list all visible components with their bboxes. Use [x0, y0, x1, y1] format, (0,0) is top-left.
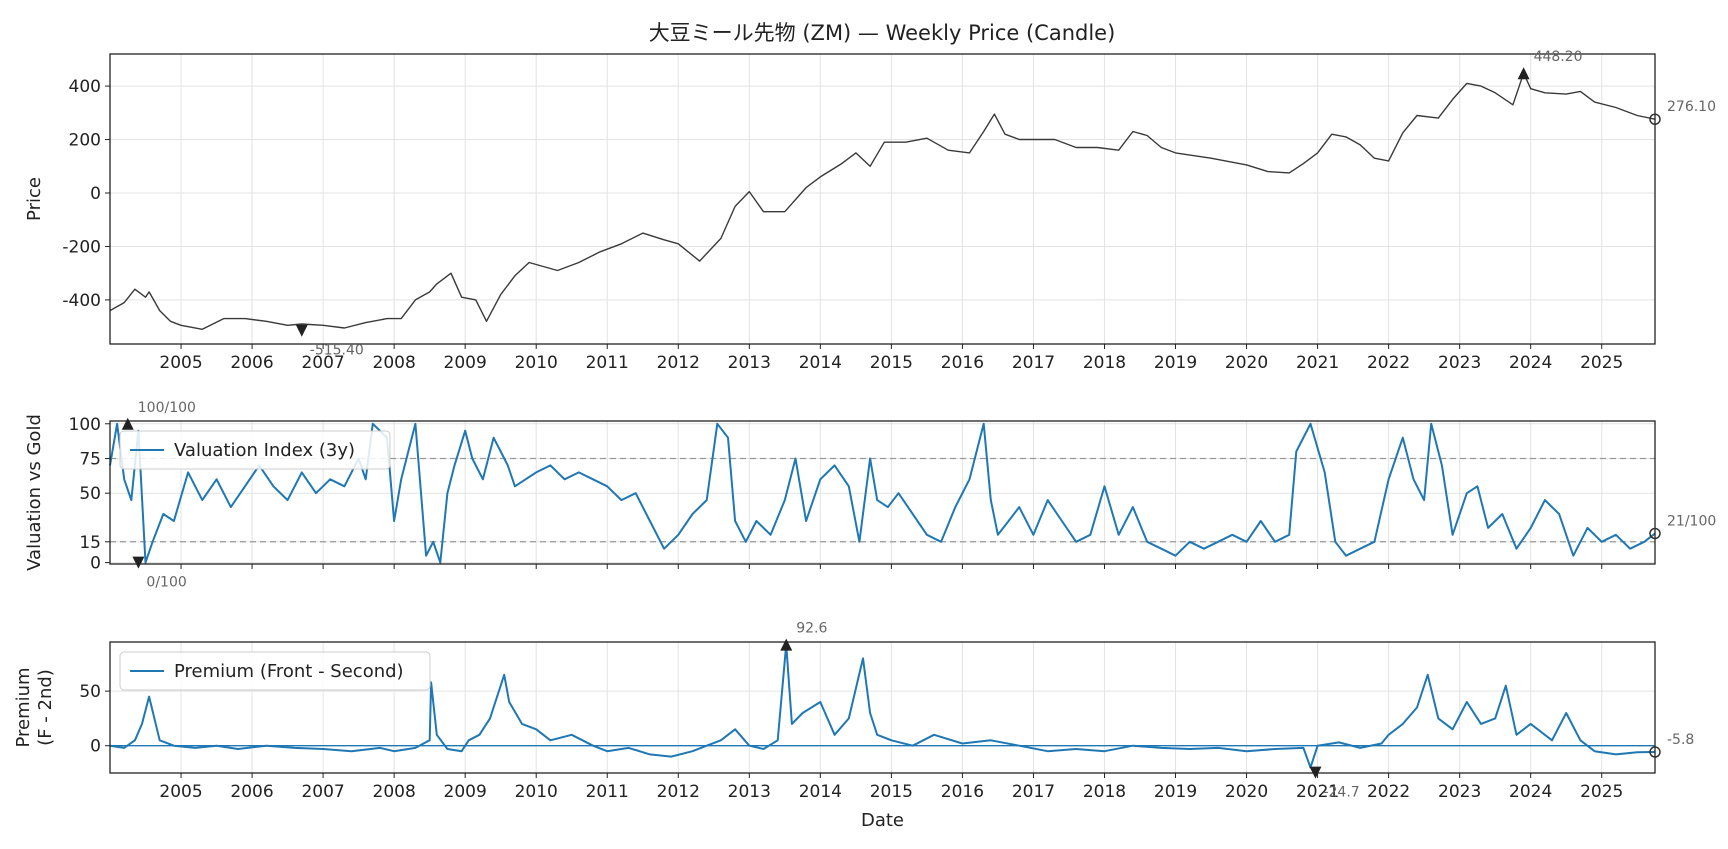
- max-label: 92.6: [796, 621, 827, 637]
- y-tick-label: 100: [69, 415, 101, 435]
- x-tick-label: 2006: [230, 353, 273, 373]
- min-label: 0/100: [146, 575, 186, 591]
- x-tick-label: 2014: [799, 353, 842, 373]
- x-tick-label: 2024: [1509, 782, 1552, 802]
- x-tick-label: 2020: [1225, 353, 1268, 373]
- x-tick-label: 2007: [301, 782, 344, 802]
- x-tick-label: 2007: [301, 353, 344, 373]
- y-tick-label: 50: [79, 682, 101, 702]
- x-tick-label: 2021: [1296, 353, 1339, 373]
- y-axis-label: Price: [24, 177, 45, 221]
- x-tick-label: 2012: [657, 353, 700, 373]
- max-label: 448.20: [1534, 49, 1583, 65]
- x-tick-label: 2017: [1012, 782, 1055, 802]
- last-marker: [1649, 113, 1661, 125]
- last-value-label: -5.8: [1667, 732, 1694, 748]
- x-tick-label: 2009: [444, 782, 487, 802]
- last-value-label: 276.10: [1667, 99, 1716, 115]
- y-tick-label: 15: [79, 533, 101, 553]
- legend-label: Valuation Index (3y): [174, 440, 355, 461]
- x-tick-label: 2021: [1296, 782, 1339, 802]
- premium-panel: 2005 2006 2007 2008 2009 2010 2011 2012 2013 2014…: [13, 621, 1694, 831]
- y-axis-label: (F - 2nd): [35, 669, 56, 746]
- x-tick-label: 2006: [230, 782, 273, 802]
- x-tick-label: 2013: [728, 782, 771, 802]
- max-marker: [780, 638, 793, 651]
- x-tick-label: 2022: [1367, 782, 1410, 802]
- y-tick-label: -200: [62, 237, 101, 257]
- x-tick-label: 2015: [870, 353, 913, 373]
- min-label: -515.40: [310, 343, 364, 359]
- legend-label: Premium (Front - Second): [174, 661, 404, 682]
- y-tick-label: -400: [62, 291, 101, 311]
- x-tick-label: 2005: [159, 782, 202, 802]
- chart-title: 大豆ミール先物 (ZM) — Weekly Price (Candle): [649, 21, 1116, 45]
- axes-frame: [109, 53, 1656, 345]
- x-tick-label: 2025: [1580, 782, 1623, 802]
- x-tick-label: 2005: [159, 353, 202, 373]
- x-tick-label: 2017: [1012, 353, 1055, 373]
- y-axis-label: Valuation vs Gold: [24, 414, 45, 571]
- axes-frame: [109, 420, 1656, 565]
- x-tick-label: 2018: [1083, 353, 1126, 373]
- y-tick-label: 400: [69, 77, 101, 97]
- valuation-panel: 100 75 50 150 100/100 0/100 21/100 Valuation vs…: [24, 400, 1716, 591]
- last-marker: [1649, 527, 1661, 540]
- x-tick-label: 2010: [515, 782, 558, 802]
- x-tick-label: 2018: [1083, 782, 1126, 802]
- x-tick-label: 2020: [1225, 782, 1268, 802]
- x-tick-label: 2022: [1367, 353, 1410, 373]
- y-tick-label: 200: [69, 131, 101, 151]
- y-tick-label: 0: [90, 184, 101, 204]
- x-tick-label: 2025: [1580, 353, 1623, 373]
- price-panel: 2005 2006 2007 2008 2009 2010 2011 2012 2013 2014…: [24, 49, 1716, 373]
- x-tick-label: 2016: [941, 782, 984, 802]
- x-tick-label: 2008: [373, 353, 416, 373]
- y-tick-label: 0: [90, 737, 101, 757]
- y-tick-label: 75: [79, 449, 101, 469]
- x-tick-label: 2009: [444, 353, 487, 373]
- x-axis-label: Date: [861, 810, 904, 831]
- x-tick-label: 2014: [799, 782, 842, 802]
- x-tick-label: 2008: [373, 782, 416, 802]
- x-tick-label: 2016: [941, 353, 984, 373]
- legend-box: [119, 430, 391, 470]
- y-tick-label: 0: [90, 554, 101, 574]
- series-line: [109, 643, 1656, 769]
- min-marker: [295, 324, 308, 337]
- x-tick-label: 2011: [586, 782, 629, 802]
- series-line: [109, 72, 1656, 330]
- x-tick-label: 2012: [657, 782, 700, 802]
- min-marker: [1309, 766, 1322, 779]
- x-tick-label: 2013: [728, 353, 771, 373]
- max-marker: [1517, 67, 1530, 80]
- x-tick-label: 2010: [515, 353, 558, 373]
- min-marker: [132, 556, 145, 569]
- x-tick-label: 2015: [870, 782, 913, 802]
- y-tick-label: 50: [79, 484, 101, 504]
- y-axis-label: Premium: [13, 667, 34, 747]
- axes-frame: [109, 641, 1656, 774]
- last-value-label: 21/100: [1667, 513, 1716, 529]
- x-tick-label: 2023: [1438, 353, 1481, 373]
- max-marker: [121, 417, 134, 430]
- x-tick-label: 2019: [1154, 353, 1197, 373]
- x-tick-label: 2019: [1154, 782, 1197, 802]
- x-tick-label: 2023: [1438, 782, 1481, 802]
- legend-box: [119, 651, 431, 691]
- x-tick-label: 2024: [1509, 353, 1552, 373]
- min-label: -24.7: [1323, 785, 1359, 801]
- x-tick-label: 2011: [586, 353, 629, 373]
- max-label: 100/100: [138, 400, 196, 416]
- last-marker: [1649, 746, 1661, 758]
